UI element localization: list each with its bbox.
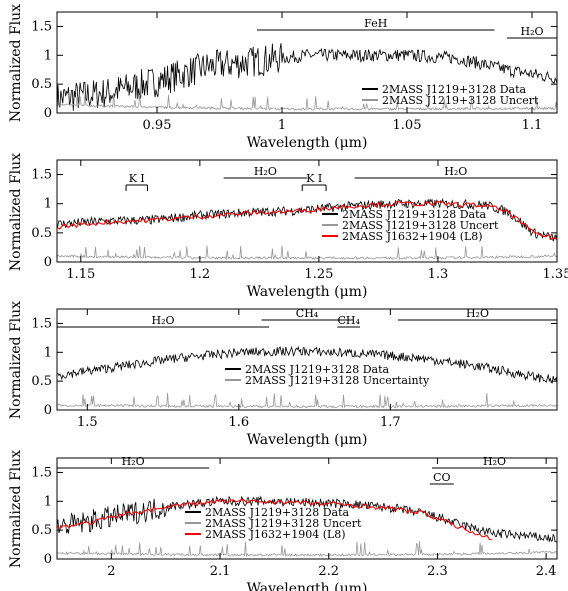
x-tick-label: 2 [107,564,115,579]
y-tick-label: 0.5 [31,523,52,538]
panel-3: 1.5 1.6 1.7 0 0.5 1 1.5 Wavelength (μm) Normaliz… [8,301,558,448]
series-line-1 [57,345,557,384]
x-tick-label: 1.5 [77,415,98,430]
y-tick-label: 0 [44,255,52,270]
x-tick-label: 1.25 [304,267,333,282]
feature-label: H₂O [122,455,145,468]
legend-entry: 2MASS J1219+3128 Uncert [342,219,499,232]
series-line-1 [57,495,557,543]
x-tick-label: 1.15 [66,267,95,282]
y-tick-label: 1 [44,345,52,360]
series-line-2 [57,245,557,261]
x-tick-label: 1.35 [543,267,568,282]
x-tick-label: 2.1 [210,564,231,579]
panel-4: 2 2.1 2.2 2.3 2.4 0 0.5 1 1.5 Wavelength (μm) Norm… [8,450,558,591]
x-tick-label: 1.2 [190,267,211,282]
y-tick-label: 1.5 [31,19,52,34]
x-axis-label: Wavelength (μm) [247,284,368,300]
x-tick-label: 2.4 [536,564,557,579]
legend-entry: 2MASS J1219+3128 Data [245,363,389,376]
y-axis-label: Normalized Flux [8,450,24,568]
plot-frame [56,11,558,114]
series-line-2 [57,392,557,409]
panel-1: 0.95 1 1.05 1.1 0 0.5 1 1.5 Wavelength (μm) Norma… [8,4,558,151]
feature-label: H₂O [254,165,277,178]
series-line-2 [57,93,557,111]
feature-label: H₂O [152,314,175,327]
y-tick-label: 0 [44,552,52,567]
legend-entry: 2MASS J1219+3128 Data [382,83,526,96]
x-tick-label: 2.3 [427,564,448,579]
x-axis-label: Wavelength (μm) [247,432,368,448]
y-tick-label: 1.5 [31,465,52,480]
legend-entry: 2MASS J1219+3128 Uncert [205,517,362,530]
feature-label: CO [433,471,450,484]
y-tick-label: 0.5 [31,226,52,241]
y-tick-label: 1.5 [31,168,52,183]
y-tick-label: 1.5 [31,316,52,331]
legend-entry: 2MASS J1632+1904 (L8) [205,528,346,541]
x-tick-label: 1.6 [228,415,249,430]
legend-entry: 2MASS J1219+3128 Uncertainty [245,374,430,387]
feature-label: CH₄ [337,314,360,327]
feature-label: H₂O [520,25,543,38]
y-tick-label: 1 [44,494,52,509]
legend-entry: 2MASS J1219+3128 Data [205,506,349,519]
y-axis-label: Normalized Flux [8,153,24,271]
y-axis-label: Normalized Flux [8,301,24,419]
plot-frame [56,308,558,411]
series-line-3 [57,200,557,241]
y-tick-label: 1 [44,197,52,212]
series-line-1 [57,197,557,242]
y-axis-label: Normalized Flux [8,4,24,122]
x-tick-label: 2.2 [318,564,339,579]
series-line-3 [57,498,492,541]
feature-label: K I [306,172,322,185]
x-axis-label: Wavelength (μm) [247,581,368,591]
y-tick-label: 0 [44,403,52,418]
x-tick-label: 1.05 [393,118,422,133]
y-tick-label: 0 [44,106,52,121]
legend-entry: 2MASS J1219+3128 Uncert [382,94,539,107]
feature-label: CH₄ [296,307,319,320]
feature-label: H₂O [483,455,506,468]
feature-label: H₂O [466,307,489,320]
feature-label: FeH [364,17,387,30]
x-axis-label: Wavelength (μm) [247,135,368,151]
x-tick-label: 1.1 [522,118,543,133]
x-tick-label: 1 [278,118,286,133]
x-tick-label: 0.95 [143,118,172,133]
feature-label: H₂O [444,165,467,178]
y-tick-label: 1 [44,48,52,63]
series-line-2 [57,541,557,558]
panel-2: 1.15 1.2 1.25 1.3 1.35 0 0.5 1 1.5 Wavelength (μm… [8,153,568,300]
legend-entry: 2MASS J1632+1904 (L8) [342,230,483,243]
plot-frame [56,159,558,263]
x-tick-label: 1.7 [380,415,401,430]
feature-label: K I [129,172,145,185]
series-line-1 [57,43,557,113]
x-tick-label: 1.3 [428,267,449,282]
y-tick-label: 0.5 [31,374,52,389]
y-tick-label: 0.5 [31,77,52,92]
legend-entry: 2MASS J1219+3128 Data [342,208,486,221]
plot-frame [56,457,558,560]
